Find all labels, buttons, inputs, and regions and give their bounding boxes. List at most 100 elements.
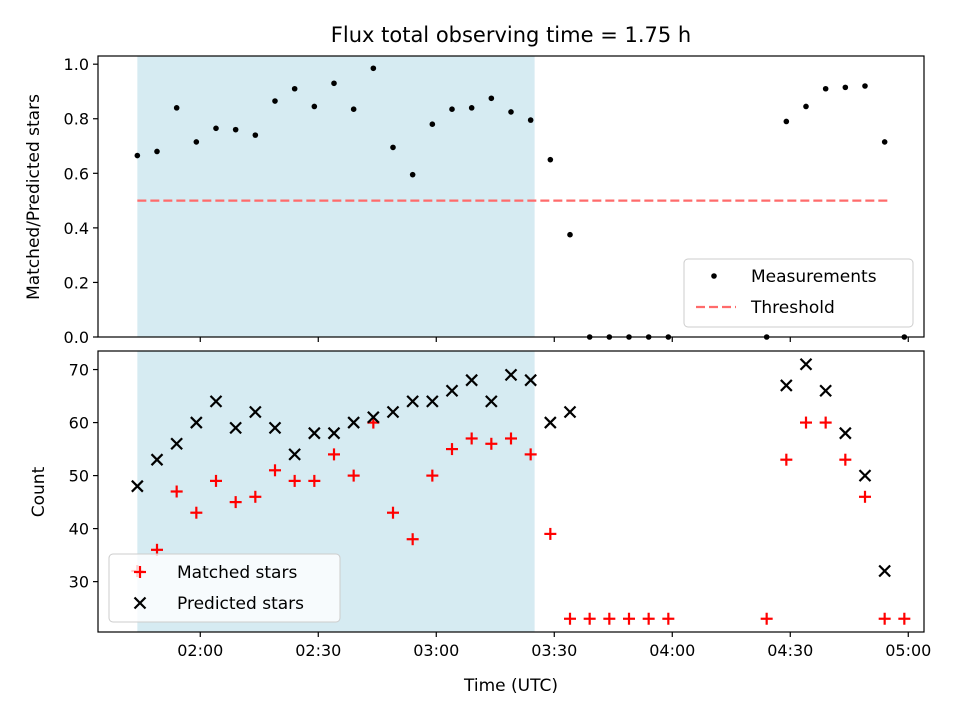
x-tick-label: 02:00 — [177, 641, 223, 660]
y-tick-label: 0.2 — [64, 273, 89, 292]
measurement-point — [311, 103, 318, 110]
legend-label-matched: Matched stars — [177, 563, 297, 583]
measurement-point — [252, 132, 259, 138]
predicted-star-point — [249, 405, 262, 419]
axes-frame-bottom — [97, 350, 925, 633]
predicted-star-point — [209, 395, 223, 408]
legend-marker-matched — [134, 566, 146, 578]
count-points — [131, 357, 911, 625]
x-tick-label: 03:30 — [531, 641, 577, 660]
predicted-star-point — [445, 384, 459, 398]
y-tick-label: 0.8 — [64, 110, 89, 129]
x-tick-label: 03:00 — [413, 641, 459, 660]
panel-ratio: 0.0 0.2 0.4 0.6 0.8 1.0 Matched/Predicted sta… — [24, 55, 925, 347]
x-ticks-bottom: 02:00 02:30 03:00 03:30 04:00 04:30 05:00 — [177, 632, 931, 660]
measurement-point — [213, 125, 219, 132]
measurement-point — [272, 98, 278, 104]
matched-star-point — [288, 474, 301, 487]
matched-star-point — [387, 506, 399, 519]
predicted-star-point — [150, 453, 164, 466]
predicted-star-point — [288, 448, 301, 461]
matched-star-point — [465, 432, 478, 445]
measurement-point — [527, 117, 534, 123]
predicted-star-point — [268, 421, 282, 435]
y-tick-label: 40 — [69, 520, 89, 539]
measurement-point — [468, 105, 475, 111]
matched-star-point — [839, 453, 852, 466]
measurement-point — [783, 118, 790, 125]
y-tick-label: 0.0 — [64, 328, 89, 347]
predicted-star-point — [839, 426, 852, 440]
predicted-star-point — [819, 384, 832, 398]
predicted-star-point — [406, 395, 419, 408]
x-tick-label: 02:30 — [295, 641, 341, 660]
measurement-point — [488, 95, 495, 102]
matched-star-point — [583, 612, 596, 625]
y-ticks-bottom: 30 40 50 60 70 — [69, 361, 98, 592]
measurement-point — [409, 171, 416, 178]
measurement-point — [173, 105, 180, 111]
y-axis-label-bottom: Count — [29, 466, 49, 517]
matched-star-point — [347, 469, 360, 482]
matched-star-point — [308, 474, 321, 487]
x-tick-label: 05:00 — [885, 641, 931, 660]
matched-star-point — [269, 464, 281, 477]
legend-marker-measurements — [711, 273, 717, 279]
y-tick-label: 60 — [69, 414, 89, 433]
measurement-point — [822, 85, 829, 92]
matched-star-point — [800, 416, 812, 429]
predicted-star-point — [858, 469, 872, 482]
predicted-star-point — [131, 479, 144, 493]
predicted-star-point — [327, 426, 341, 440]
x-axis-label: Time (UTC) — [463, 676, 558, 696]
predicted-star-point — [504, 368, 518, 382]
predicted-star-point — [544, 416, 557, 429]
y-tick-label: 50 — [69, 467, 89, 486]
predicted-star-point — [367, 410, 380, 424]
matched-star-point — [328, 448, 340, 461]
matched-star-point — [603, 612, 616, 625]
matched-star-point — [406, 533, 419, 546]
measurement-point — [390, 144, 396, 151]
legend-marker-predicted — [133, 596, 147, 610]
legend-label-threshold: Threshold — [750, 298, 835, 318]
matched-star-point — [524, 448, 537, 461]
measurement-point — [350, 106, 357, 112]
legend-top: Measurements Threshold — [683, 258, 914, 328]
matched-star-point — [249, 490, 262, 503]
matched-star-point — [760, 612, 773, 625]
x-ticks-top — [199, 337, 909, 342]
y-tick-label: 0.4 — [64, 219, 89, 238]
matched-star-point — [426, 469, 439, 482]
measurement-point — [508, 109, 514, 115]
matched-star-point — [229, 496, 242, 509]
y-tick-label: 30 — [69, 573, 89, 592]
matched-star-point — [485, 437, 498, 450]
matched-star-point — [819, 416, 832, 429]
predicted-star-point — [229, 421, 242, 435]
measurement-points — [134, 65, 908, 340]
matched-star-point — [662, 612, 675, 625]
matched-star-point — [623, 612, 635, 625]
predicted-star-point — [485, 395, 498, 408]
measurement-point — [842, 84, 849, 91]
measurement-point — [567, 231, 573, 238]
y-tick-label: 0.6 — [64, 164, 89, 183]
measurement-point — [803, 103, 809, 110]
measurement-point — [331, 80, 337, 87]
measurement-point — [547, 156, 554, 163]
matched-star-point — [780, 453, 793, 466]
y-axis-label-top: Matched/Predicted stars — [24, 94, 44, 300]
chart-title: Flux total observing time = 1.75 h — [331, 23, 691, 47]
predicted-star-point — [465, 373, 478, 387]
measurement-point — [449, 106, 455, 112]
measurement-point — [154, 148, 160, 155]
predicted-star-point — [386, 405, 400, 419]
predicted-star-point — [799, 357, 813, 371]
y-ticks-top: 0.0 0.2 0.4 0.6 0.8 1.0 — [64, 55, 98, 347]
legend-bottom: Matched stars Predicted stars — [108, 553, 341, 623]
predicted-star-point — [524, 373, 537, 387]
matched-star-point — [170, 485, 183, 498]
matched-star-point — [190, 506, 203, 519]
